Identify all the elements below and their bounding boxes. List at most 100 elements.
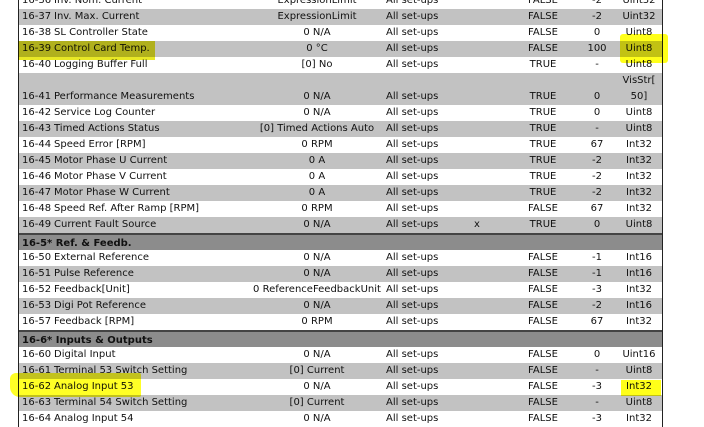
cell-conv: -1 [592, 252, 602, 263]
cell-bool: TRUE [529, 107, 557, 118]
table-row: 16-36 Inv. Nom. Current ExpressionLimit All… [19, 0, 662, 9]
cell-conv: -3 [592, 284, 602, 295]
cell-conv: 0 [593, 91, 601, 102]
group-header: 16-5* Ref. & Feedb. [19, 233, 662, 250]
cell-def: 0 A [308, 171, 326, 182]
table-row: 16-63 Terminal 54 Switch Setting [0] Curre… [19, 395, 662, 411]
cell-type: Int32 [626, 155, 652, 166]
cell-bool: FALSE [528, 203, 558, 214]
cell-num: 16-51 [22, 268, 52, 279]
cell-set: All set-ups [386, 219, 439, 230]
cell-bool: FALSE [528, 0, 558, 6]
cell-conv: -3 [592, 381, 602, 392]
cell-conv: - [595, 397, 599, 408]
cell-name: Digital Input [54, 349, 116, 360]
table-row: 16-48 Speed Ref. After Ramp [RPM] 0 RPM All… [19, 201, 662, 217]
cell-def: [0] Current [289, 397, 345, 408]
cell-num: 16-53 [22, 300, 52, 311]
cell-def: 0 N/A [303, 27, 331, 38]
cell-bool: FALSE [528, 284, 558, 295]
cell-name: Analog Input 53 [54, 381, 134, 392]
cell-set: All set-ups [386, 268, 439, 279]
cell-conv: -1 [592, 268, 602, 279]
cell-type: Int16 [626, 300, 652, 311]
table-row: 16-45 Motor Phase U Current 0 A All set-ups… [19, 153, 662, 169]
cell-num: 16-50 [22, 252, 52, 263]
cell-conv: - [595, 123, 599, 134]
cell-name: Service Log Counter [54, 107, 156, 118]
cell-bool: FALSE [528, 300, 558, 311]
cell-bool: TRUE [529, 123, 557, 134]
table-row: 16-44 Speed Error [RPM] 0 RPM All set-ups TR… [19, 137, 662, 153]
cell-type: Uint8 [625, 59, 653, 70]
cell-bool: FALSE [528, 397, 558, 408]
cell-type: Int32 [626, 139, 652, 150]
cell-def: 0 N/A [303, 413, 331, 424]
cell-bool: TRUE [529, 139, 557, 150]
cell-name: Feedback [RPM] [54, 316, 135, 327]
cell-num: 16-60 [22, 349, 52, 360]
table-row: 16-50 External Reference 0 N/A All set-ups F… [19, 250, 662, 266]
cell-bool: TRUE [529, 171, 557, 182]
cell-set: All set-ups [386, 43, 439, 54]
cell-def: [0] Timed Actions Auto [259, 123, 375, 134]
table-row: 16-41 Performance Measurements 0 N/A All se… [19, 73, 662, 105]
cell-type: Int16 [626, 268, 652, 279]
cell-name: Control Card Temp. [54, 43, 150, 54]
cell-def: 0 N/A [303, 381, 331, 392]
cell-name: Terminal 53 Switch Setting [54, 365, 188, 376]
cell-num: 16-46 [22, 171, 52, 182]
cell-type: Int32 [626, 187, 652, 198]
table-row: 16-61 Terminal 53 Switch Setting [0] Curre… [19, 363, 662, 379]
table-row: 16-64 Analog Input 54 0 N/A All set-ups FALS… [19, 411, 662, 427]
cell-num: 16-39 [22, 43, 52, 54]
cell-type: Uint32 [622, 0, 656, 6]
cell-bool: TRUE [529, 59, 557, 70]
cell-name: Performance Measurements [54, 91, 195, 102]
table-row: 16-42 Service Log Counter 0 N/A All set-ups… [19, 105, 662, 121]
cell-name: Speed Error [RPM] [54, 139, 146, 150]
cell-conv: - [595, 365, 599, 376]
cell-set: All set-ups [386, 203, 439, 214]
cell-conv: 67 [590, 139, 604, 150]
cell-bool: FALSE [528, 27, 558, 38]
table-row: 16-60 Digital Input 0 N/A All set-ups FALSE 0… [19, 347, 662, 363]
cell-set: All set-ups [386, 413, 439, 424]
cell-name: Feedback[Unit] [54, 284, 130, 295]
cell-bool: FALSE [528, 11, 558, 22]
cell-set: All set-ups [386, 381, 439, 392]
cell-num: 16-41 [22, 91, 52, 102]
cell-conv: -2 [592, 300, 602, 311]
cell-conv: -2 [592, 155, 602, 166]
cell-bool: TRUE [529, 219, 557, 230]
cell-set: All set-ups [386, 123, 439, 134]
cell-type: Int32 [626, 381, 652, 392]
cell-name: Motor Phase U Current [54, 155, 168, 166]
cell-set: All set-ups [386, 171, 439, 182]
cell-bool: TRUE [529, 187, 557, 198]
table-row: 16-57 Feedback [RPM] 0 RPM All set-ups FALSE… [19, 314, 662, 330]
cell-conv: 0 [593, 107, 601, 118]
cell-def: ExpressionLimit [277, 0, 357, 6]
cell-type: Uint8 [625, 43, 653, 54]
cell-def: 0 N/A [303, 268, 331, 279]
cell-conv: 67 [590, 203, 604, 214]
cell-type: Uint16 [622, 349, 656, 360]
table-row: 16-62 Analog Input 53 0 N/A All set-ups FALS… [19, 379, 662, 395]
cell-num: 16-48 [22, 203, 52, 214]
cell-conv: 67 [590, 316, 604, 327]
cell-num: 16-63 [22, 397, 52, 408]
cell-type: VisStr[ 50] [622, 75, 656, 102]
cell-def: 0 ReferenceFeedbackUnit [253, 284, 381, 295]
cell-set: All set-ups [386, 11, 439, 22]
cell-def: [0] No [301, 59, 333, 70]
cell-conv: - [595, 59, 599, 70]
cell-num: 16-38 [22, 27, 52, 38]
cell-bool: FALSE [528, 268, 558, 279]
cell-set: All set-ups [386, 155, 439, 166]
cell-set: All set-ups [386, 316, 439, 327]
cell-num: 16-49 [22, 219, 52, 230]
cell-def: ExpressionLimit [277, 11, 357, 22]
cell-num: 16-62 [22, 381, 52, 392]
cell-conv: -2 [592, 187, 602, 198]
